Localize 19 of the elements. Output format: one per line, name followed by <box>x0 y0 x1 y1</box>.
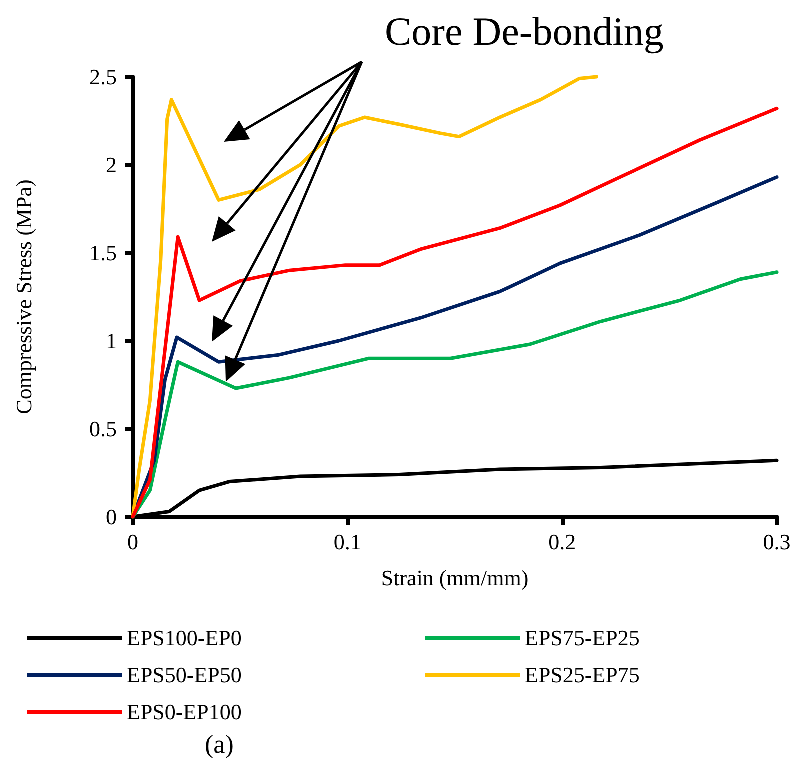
legend-label: EPS75-EP25 <box>525 626 640 650</box>
legend-label: EPS0-EP100 <box>127 700 242 724</box>
legend-label: EPS50-EP50 <box>127 662 242 688</box>
y-tick-label: 1.5 <box>90 240 117 266</box>
x-axis-title: Strain (mm/mm) <box>381 566 529 590</box>
y-tick-label: 2.5 <box>90 64 117 90</box>
x-tick-label: 0.3 <box>763 530 791 554</box>
y-tick-label: 2 <box>106 152 117 178</box>
x-tick-label: 0.2 <box>548 530 576 554</box>
x-tick-label: 0 <box>128 530 138 554</box>
y-tick-label: 0.5 <box>90 416 117 442</box>
y-axis-title: Compressive Stress (MPa) <box>12 180 36 414</box>
text: (a) <box>205 730 234 760</box>
legend-label: EPS100-EP0 <box>127 626 242 650</box>
text: Core De-bonding <box>385 8 664 55</box>
y-tick-label: 0 <box>106 504 117 530</box>
x-tick-label: 0.1 <box>334 530 362 554</box>
y-tick-label: 1 <box>106 328 117 354</box>
legend-label: EPS25-EP75 <box>525 662 640 688</box>
